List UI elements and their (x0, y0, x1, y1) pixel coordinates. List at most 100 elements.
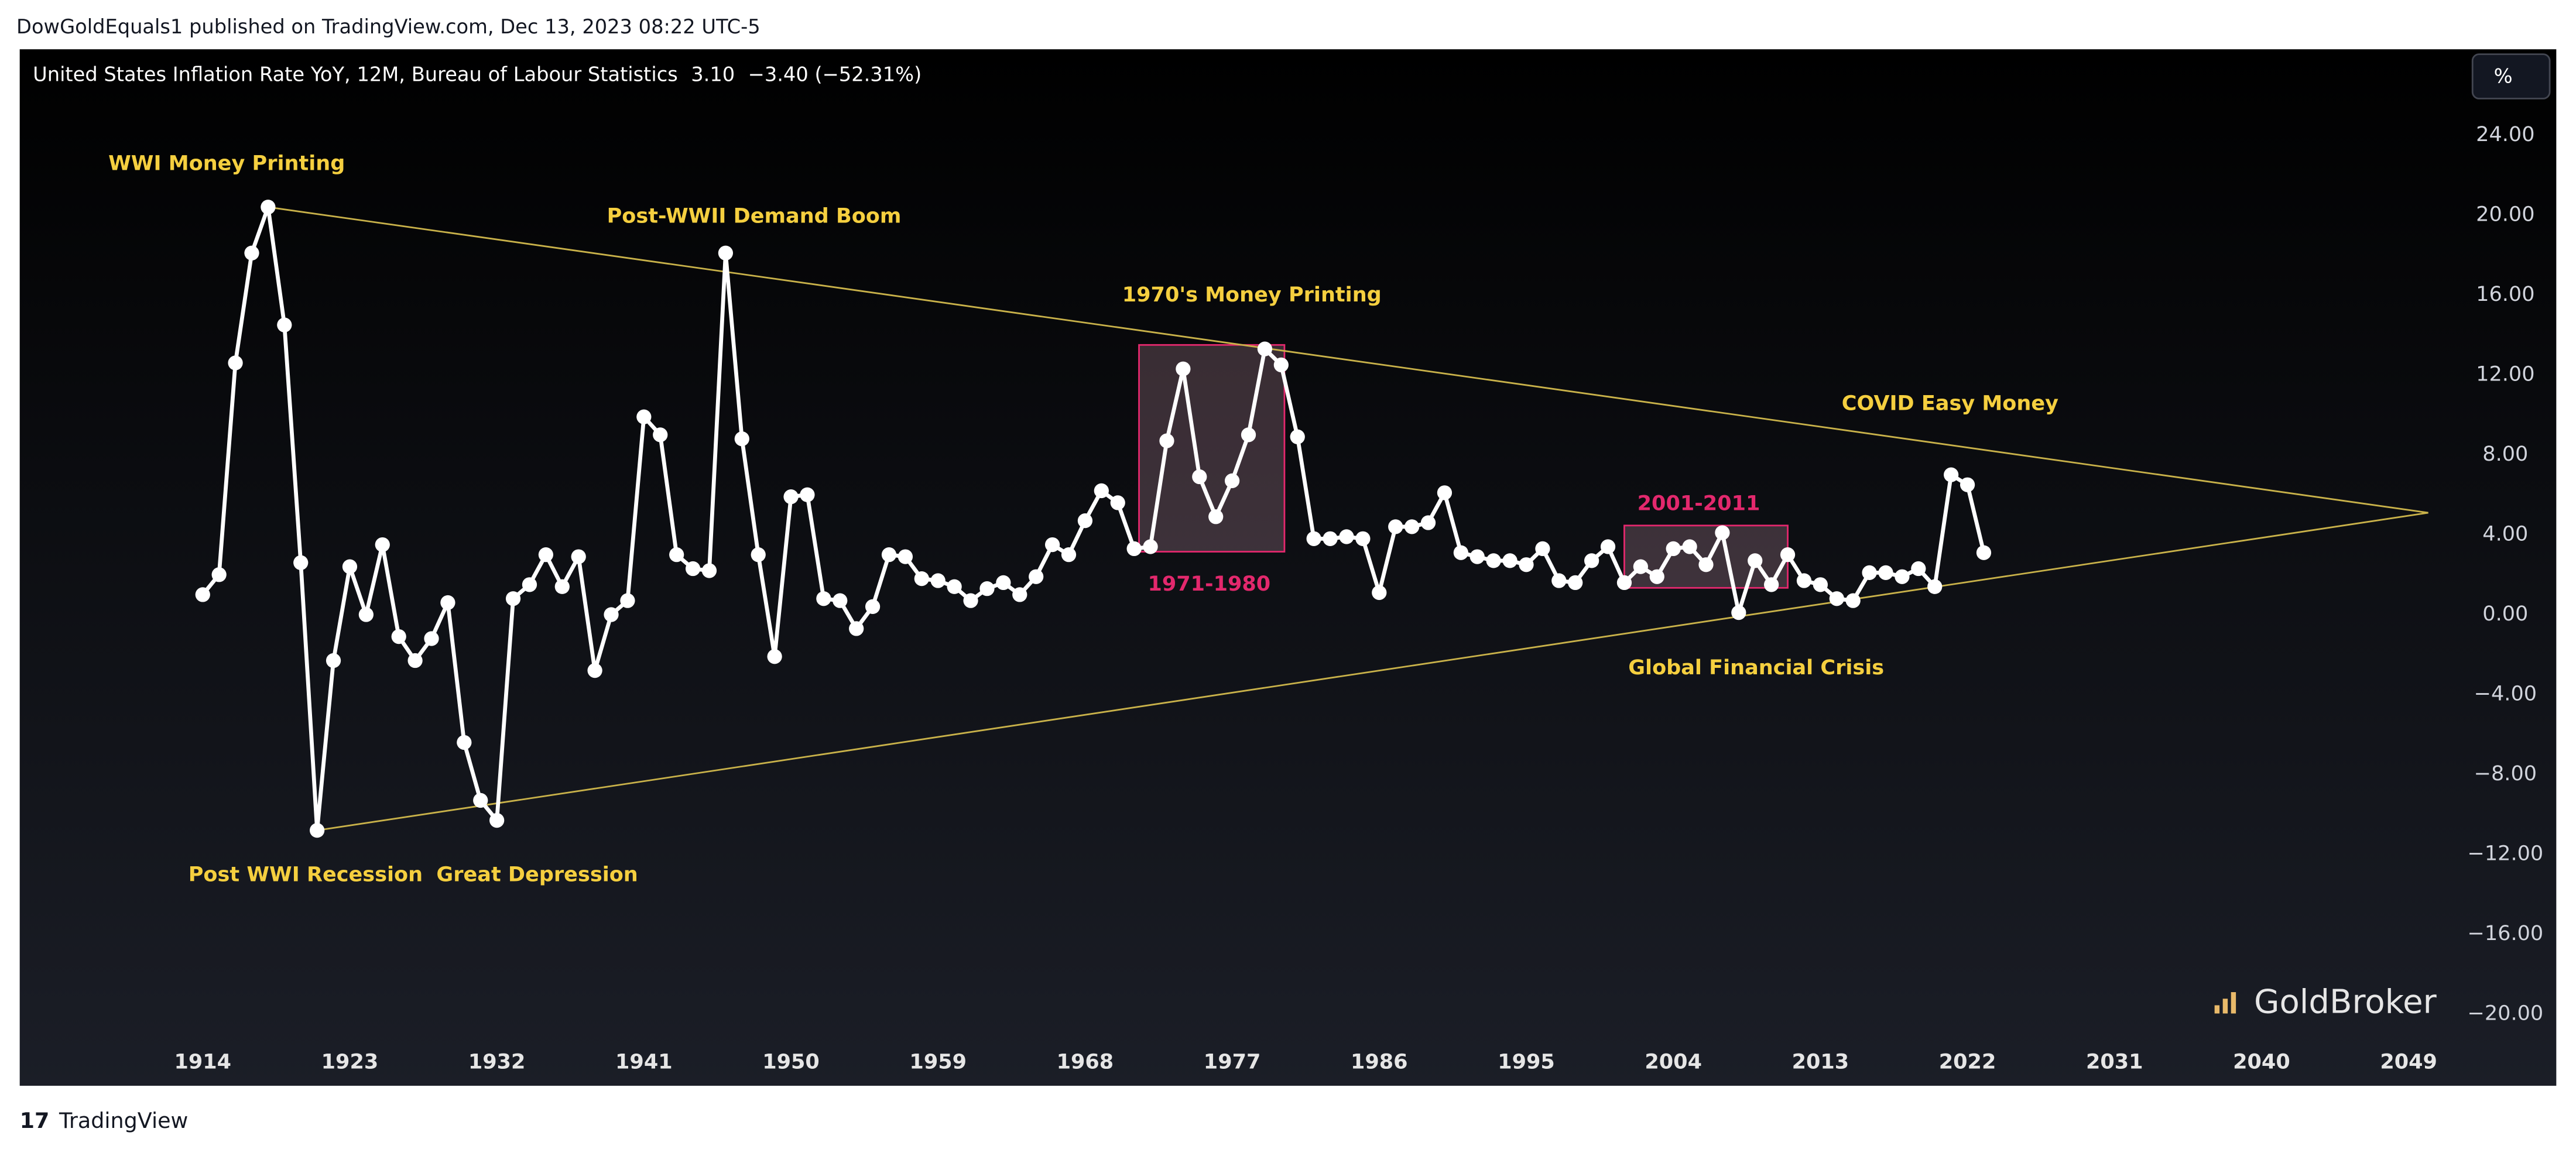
last-value: 3.10 (691, 63, 735, 86)
data-point (1519, 557, 1534, 572)
data-point (1944, 467, 1959, 482)
data-point (1568, 575, 1583, 591)
data-point (277, 317, 292, 332)
x-tick-label: 1995 (1498, 1050, 1555, 1074)
data-point (1813, 577, 1828, 592)
data-point (489, 812, 505, 828)
data-point (930, 573, 946, 588)
annotation: COVID Easy Money (1842, 391, 2058, 415)
data-point (1339, 529, 1354, 544)
change: −3.40 (−52.31%) (748, 63, 922, 86)
y-tick-label: 0.00 (2482, 602, 2528, 626)
data-point (1273, 357, 1289, 373)
data-point (1453, 545, 1468, 560)
data-point (604, 607, 619, 622)
data-point (1437, 485, 1453, 500)
annotation: Post WWI Recession (189, 863, 423, 887)
data-point (881, 547, 897, 563)
data-point (1927, 579, 1943, 594)
data-point (1845, 593, 1861, 608)
trendline (268, 206, 2428, 514)
data-point (211, 567, 227, 582)
y-tick-label: 16.00 (2476, 282, 2534, 306)
data-point (1502, 553, 1517, 568)
x-tick-label: 2031 (2086, 1050, 2143, 1074)
data-point (1404, 519, 1420, 534)
data-point (1208, 509, 1224, 524)
data-point (1224, 473, 1240, 489)
data-point (457, 735, 472, 750)
y-tick-label: −12.00 (2467, 842, 2543, 866)
data-point (947, 579, 962, 594)
data-point (1486, 553, 1501, 568)
y-tick-label: 24.00 (2476, 122, 2534, 146)
data-point (734, 431, 749, 447)
data-point (963, 593, 978, 608)
data-point (1878, 565, 1893, 580)
data-point (473, 793, 488, 808)
data-point (1649, 569, 1664, 584)
y-tick-label: −4.00 (2474, 682, 2537, 706)
x-tick-label: 1950 (762, 1050, 820, 1074)
x-tick-label: 1914 (174, 1050, 231, 1074)
data-point (538, 547, 554, 563)
data-point (375, 537, 390, 553)
annotation: Great Depression (436, 863, 638, 887)
data-point (1061, 547, 1077, 563)
x-tick-label: 2022 (1939, 1050, 1996, 1074)
y-tick-label: 8.00 (2482, 442, 2528, 466)
data-point (1976, 545, 1992, 560)
y-tick-label: 4.00 (2482, 522, 2528, 546)
logo-bar (2222, 999, 2228, 1014)
data-point (1535, 541, 1550, 557)
data-point (636, 409, 652, 424)
data-point (620, 593, 635, 608)
data-point (914, 571, 929, 586)
data-point (1029, 569, 1044, 584)
data-point (1469, 549, 1485, 564)
data-point (1731, 605, 1746, 620)
y-tick-label: −8.00 (2474, 762, 2537, 786)
unit-button[interactable] (2471, 53, 2551, 100)
x-tick-label: 1986 (1351, 1050, 1408, 1074)
data-point (816, 591, 831, 606)
data-point (293, 555, 309, 570)
data-point (1960, 477, 1975, 492)
data-point (1241, 427, 1256, 443)
data-point (1420, 515, 1436, 530)
data-point (1829, 591, 1844, 606)
x-tick-label: 1941 (615, 1050, 673, 1074)
data-point (342, 559, 358, 574)
data-point (1077, 513, 1093, 529)
data-point (898, 549, 913, 564)
data-point (1012, 587, 1027, 602)
x-tick-label: 1932 (468, 1050, 526, 1074)
logo-bar (2231, 992, 2236, 1014)
x-tick-label: 1959 (909, 1050, 967, 1074)
data-point (407, 653, 423, 668)
data-point (1094, 483, 1109, 499)
data-point (1584, 553, 1599, 568)
highlight-box (1623, 524, 1789, 589)
data-point (1796, 573, 1812, 588)
unit-label[interactable]: % (2494, 64, 2513, 87)
data-point (1551, 573, 1567, 588)
data-point (1176, 361, 1191, 376)
data-point (1372, 585, 1387, 601)
data-point (996, 575, 1011, 591)
trendline (317, 512, 2428, 832)
chart-panel (19, 49, 2557, 1086)
footer-text: TradingView (59, 1108, 188, 1133)
data-point (979, 581, 995, 596)
data-point (718, 245, 734, 260)
data-point (244, 245, 259, 260)
box-label: 1971-1980 (1147, 572, 1270, 596)
x-tick-label: 1968 (1057, 1050, 1114, 1074)
y-tick-label: −20.00 (2467, 1001, 2543, 1025)
footer-logo: 𝟭𝟳 (20, 1108, 50, 1133)
data-point (653, 427, 668, 443)
data-point (685, 561, 701, 577)
data-point (1044, 537, 1060, 553)
data-point (1633, 559, 1648, 574)
